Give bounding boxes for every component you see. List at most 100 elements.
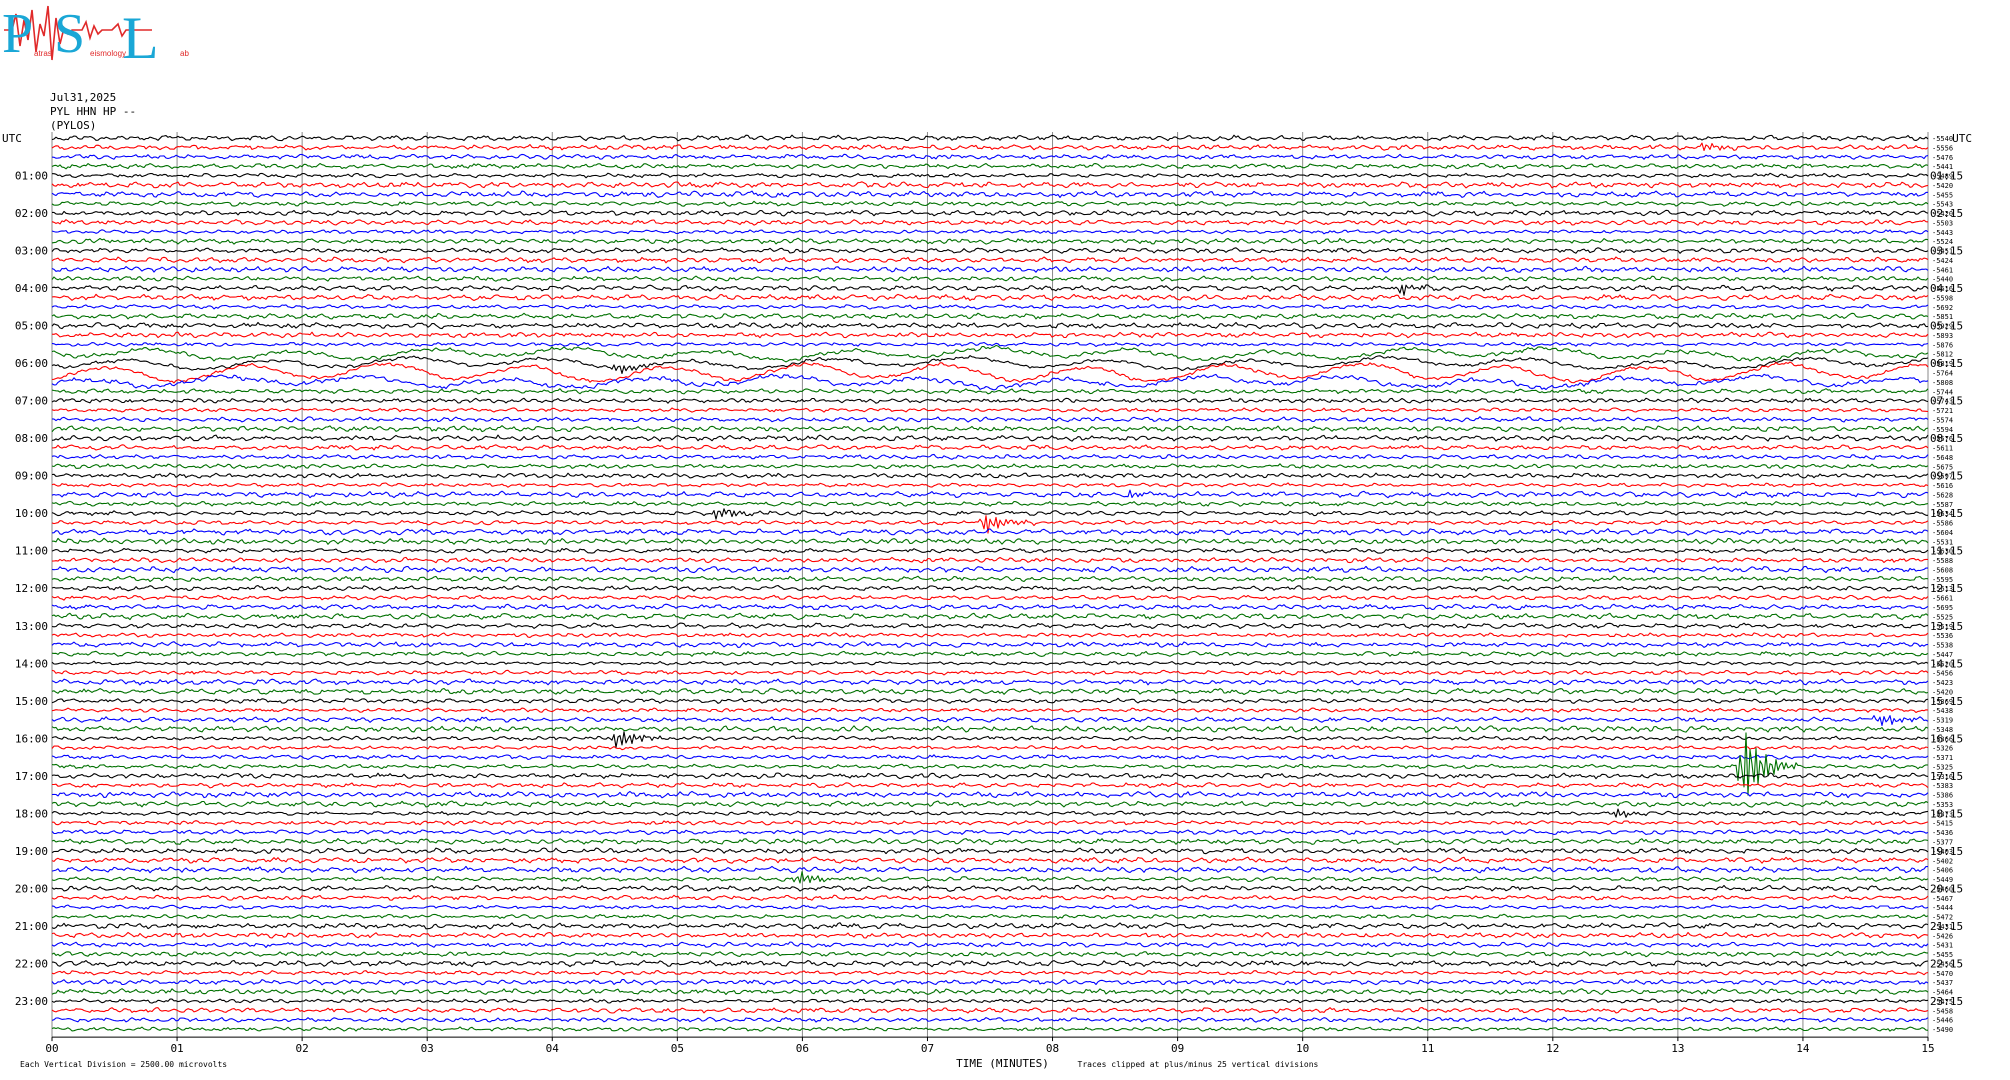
seismic-trace — [51, 344, 1929, 363]
seismic-trace — [51, 219, 1929, 226]
seismic-trace — [51, 1016, 1929, 1023]
trace-offset-label: -5377 — [1932, 839, 1953, 847]
seismic-trace — [51, 856, 1929, 864]
trace-offset-label: -5490 — [1932, 1026, 1953, 1034]
seismic-trace — [51, 515, 1929, 534]
seismic-trace — [51, 894, 1929, 901]
x-tick-label: 06 — [796, 1042, 809, 1055]
seismic-trace — [51, 190, 1929, 198]
seismic-trace — [51, 904, 1929, 910]
seismic-trace — [51, 715, 1929, 727]
seismic-trace — [51, 321, 1929, 330]
seismic-trace — [51, 922, 1929, 930]
seismic-trace — [51, 732, 1929, 796]
seismic-trace — [51, 959, 1929, 968]
hour-label-right: 06:15 — [1930, 357, 1963, 370]
header-site: (PYLOS) — [50, 119, 97, 132]
hour-label-right: 01:15 — [1930, 170, 1963, 183]
seismic-trace — [51, 341, 1929, 348]
trace-offset-label: -5556 — [1932, 144, 1953, 152]
trace-offset-label: -5695 — [1932, 604, 1953, 612]
seismic-trace — [51, 472, 1929, 479]
trace-offset-label: -5460 — [1932, 885, 1953, 893]
hour-label-right: 23:15 — [1930, 995, 1963, 1008]
trace-offset-label: -5369 — [1932, 698, 1953, 706]
x-tick-label: 08 — [1046, 1042, 1059, 1055]
logo-letter-l: L — [122, 5, 159, 68]
seismic-trace — [51, 162, 1929, 170]
seismic-trace — [51, 687, 1929, 696]
trace-offset-label: -5316 — [1932, 773, 1953, 781]
trace-offset-label: -5449 — [1932, 876, 1953, 884]
hour-label-left: 01:00 — [15, 170, 48, 183]
seismic-trace — [51, 678, 1929, 686]
seismic-trace — [51, 229, 1929, 235]
seismic-trace — [51, 754, 1929, 761]
logo-small-3: ab — [180, 49, 189, 58]
hour-label-right: 08:15 — [1930, 432, 1963, 445]
trace-offset-label: -5472 — [1932, 914, 1953, 922]
hour-label-right: 22:15 — [1930, 957, 1963, 970]
hour-label-left: 16:00 — [15, 732, 48, 745]
hour-label-left: 06:00 — [15, 357, 48, 370]
seismic-trace — [51, 482, 1929, 488]
logo-letter-s: S — [54, 3, 85, 65]
hour-label-right: 15:15 — [1930, 695, 1963, 708]
trace-offset-label: -5467 — [1932, 895, 1953, 903]
trace-offset-label: -5574 — [1932, 416, 1953, 424]
seismic-trace — [51, 528, 1929, 536]
trace-offset-label: -5446 — [1932, 1017, 1953, 1025]
seismic-trace — [51, 884, 1929, 892]
trace-offset-label: -5604 — [1932, 529, 1953, 537]
trace-offset-label: -5443 — [1932, 229, 1953, 237]
footer-scale-note: Each Vertical Division = 2500.00 microvo… — [20, 1060, 227, 1069]
trace-offset-label: -5588 — [1932, 557, 1953, 565]
hour-label-left: 04:00 — [15, 282, 48, 295]
hour-label-left: 09:00 — [15, 470, 48, 483]
logo-small-2: eismology — [90, 49, 126, 58]
hour-label-right: 17:15 — [1930, 770, 1963, 783]
trace-offset-label: -5386 — [1932, 792, 1953, 800]
hour-label-right: 21:15 — [1930, 920, 1963, 933]
trace-offset-label: -5519 — [1932, 623, 1953, 631]
hour-label-left: 11:00 — [15, 545, 48, 558]
hour-label-right: 09:15 — [1930, 470, 1963, 483]
seismic-trace — [52, 782, 1929, 789]
hour-label-left: 08:00 — [15, 432, 48, 445]
seismic-trace — [51, 416, 1929, 423]
seismic-trace — [52, 537, 1929, 545]
seismic-trace — [51, 247, 1929, 254]
seismic-trace — [51, 407, 1929, 413]
psl-logo: P S L atras eismology ab — [2, 3, 189, 68]
hour-label-left: 13:00 — [15, 620, 48, 633]
x-tick-label: 00 — [45, 1042, 58, 1055]
seismic-trace — [51, 284, 1929, 296]
seismic-trace — [51, 772, 1929, 780]
seismic-trace — [51, 988, 1929, 996]
seismic-trace — [51, 388, 1929, 395]
seismic-trace — [51, 603, 1929, 611]
seismic-trace — [51, 660, 1929, 666]
trace-offset-label: -5540 — [1932, 135, 1953, 143]
seismic-trace — [51, 731, 1929, 748]
seismic-trace — [51, 331, 1929, 339]
seismic-trace — [51, 200, 1929, 207]
footer-clip-note: Traces clipped at plus/minus 25 vertical… — [1078, 1060, 1319, 1069]
seismic-trace — [51, 1006, 1929, 1014]
trace-offset-label: -5464 — [1932, 989, 1953, 997]
trace-offset-label: -5616 — [1932, 285, 1953, 293]
seismic-trace — [51, 790, 1929, 799]
hour-label-left: 20:00 — [15, 882, 48, 895]
hour-label-right: 13:15 — [1930, 620, 1963, 633]
trace-offset-label: -5402 — [1932, 857, 1953, 865]
x-tick-label: 15 — [1921, 1042, 1934, 1055]
trace-offset-label: -5470 — [1932, 970, 1953, 978]
seismic-trace — [51, 622, 1929, 630]
x-tick-label: 03 — [421, 1042, 434, 1055]
seismic-trace — [51, 612, 1929, 621]
trace-offset-label: -5426 — [1932, 932, 1953, 940]
hour-label-right: 03:15 — [1930, 245, 1963, 258]
trace-offset-label: -5721 — [1932, 407, 1953, 415]
trace-offset-label: -5424 — [1932, 257, 1953, 265]
trace-offset-label: -5851 — [1932, 313, 1953, 321]
